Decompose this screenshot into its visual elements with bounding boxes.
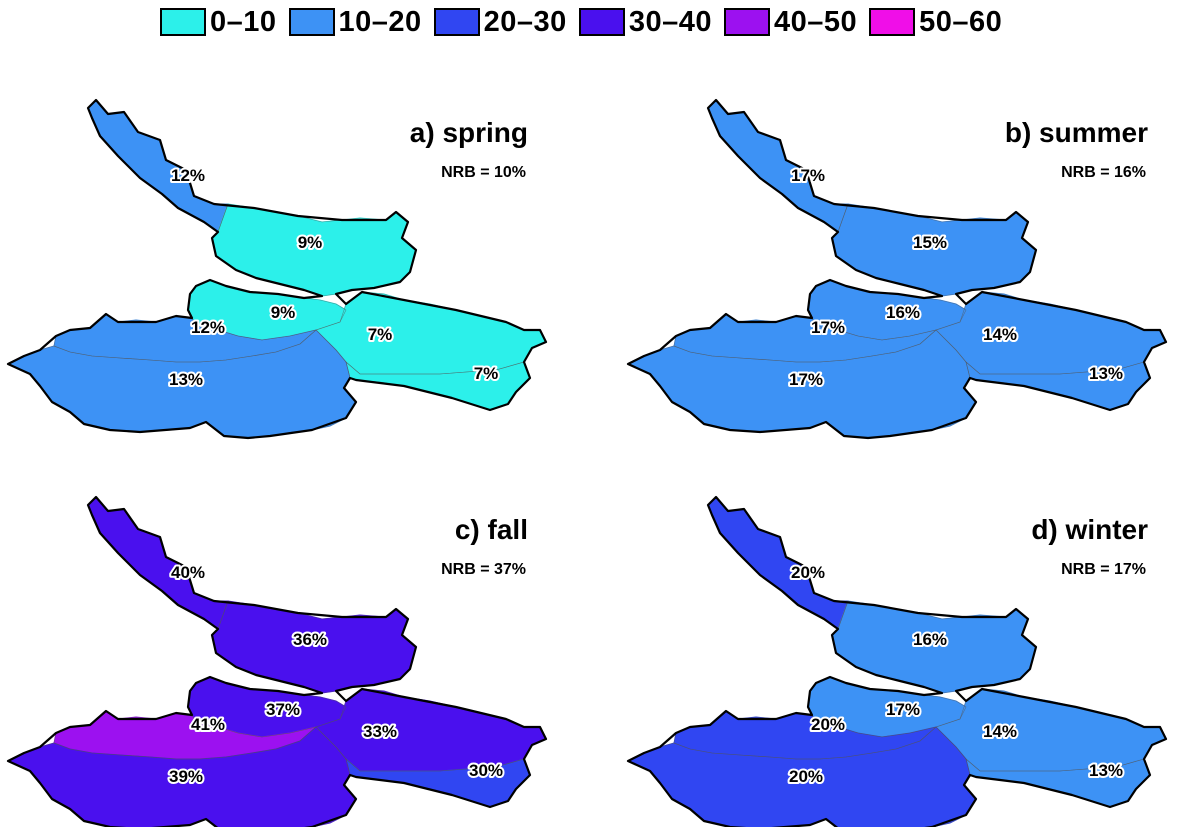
legend-label: 10–20 bbox=[338, 5, 422, 38]
value-label-centerwest: 12% bbox=[191, 318, 225, 337]
legend-swatch-0-10 bbox=[160, 8, 206, 36]
map-panel: 20% 16% 17% 20% 14% 20% 13% d) winter NRB = 17% bbox=[626, 495, 1168, 827]
legend-item: 10–20 bbox=[288, 5, 422, 39]
legend-swatch-30-40 bbox=[578, 8, 625, 36]
value-label-southwest: 17% bbox=[789, 370, 823, 389]
legend-label: 50–60 bbox=[919, 5, 1003, 38]
map-panel: 40% 36% 37% 41% 33% 39% 30% c) fall NRB = 37% bbox=[6, 495, 548, 827]
subbasin-northwest bbox=[707, 99, 849, 233]
value-label-northwest: 17% bbox=[791, 166, 825, 185]
subbasin-northwest bbox=[707, 496, 849, 630]
value-label-southwest: 39% bbox=[169, 767, 203, 786]
value-label-northwest: 40% bbox=[171, 563, 205, 582]
legend-label: 40–50 bbox=[773, 5, 858, 38]
map-panel: 17% 15% 16% 17% 14% 17% 13% b) summer NRB = 16% bbox=[626, 98, 1168, 440]
value-label-southeast: 7% bbox=[474, 364, 499, 383]
value-label-centermid: 9% bbox=[271, 303, 296, 322]
basin-outline bbox=[6, 98, 548, 440]
value-label-east: 7% bbox=[368, 325, 393, 344]
value-label-southwest: 13% bbox=[169, 370, 203, 389]
value-label-northwest: 20% bbox=[791, 563, 825, 582]
legend-item: 0–10 bbox=[160, 6, 277, 39]
value-label-centerwest: 17% bbox=[811, 318, 845, 337]
legend-item: 40–50 bbox=[723, 5, 858, 39]
legend-swatch-40-50 bbox=[723, 8, 770, 36]
panel-title: a) spring bbox=[410, 117, 528, 148]
value-label-centerwest: 20% bbox=[811, 715, 845, 734]
nrb-label: NRB = 37% bbox=[441, 561, 526, 578]
legend-label: 0–10 bbox=[210, 5, 277, 38]
value-label-southwest: 20% bbox=[789, 767, 823, 786]
panel-title: d) winter bbox=[1031, 514, 1148, 545]
legend-swatch-50-60 bbox=[869, 8, 916, 36]
subbasin-northwest bbox=[87, 496, 229, 630]
value-label-northwest: 12% bbox=[171, 166, 205, 185]
legend: 0–10 10–20 20–30 30–40 40–50 50–60 bbox=[160, 2, 1014, 42]
legend-item: 30–40 bbox=[578, 5, 712, 39]
legend-label: 30–40 bbox=[628, 5, 712, 38]
value-label-northmid: 15% bbox=[913, 233, 947, 252]
value-label-centerwest: 41% bbox=[191, 715, 225, 734]
map-panel: 12% 9% 9% 12% 7% 13% 7% a) spring NRB = 10% bbox=[6, 98, 548, 440]
legend-item: 50–60 bbox=[869, 6, 1002, 39]
panel-title: c) fall bbox=[455, 514, 528, 545]
legend-item: 20–30 bbox=[433, 5, 567, 39]
subbasin-northwest bbox=[87, 99, 229, 233]
value-label-northmid: 36% bbox=[293, 630, 327, 649]
value-label-northmid: 16% bbox=[913, 630, 947, 649]
value-label-southeast: 13% bbox=[1089, 761, 1123, 780]
legend-swatch-20-30 bbox=[433, 8, 480, 36]
legend-swatch-10-20 bbox=[288, 8, 335, 36]
value-label-northmid: 9% bbox=[298, 233, 323, 252]
value-label-centermid: 37% bbox=[266, 700, 300, 719]
value-label-southeast: 13% bbox=[1089, 364, 1123, 383]
basin-outline bbox=[6, 495, 548, 827]
value-label-east: 14% bbox=[983, 722, 1017, 741]
nrb-label: NRB = 17% bbox=[1061, 561, 1146, 578]
value-label-east: 33% bbox=[363, 722, 397, 741]
value-label-southeast: 30% bbox=[469, 761, 503, 780]
legend-label: 20–30 bbox=[483, 5, 567, 38]
basin-outline bbox=[626, 495, 1168, 827]
nrb-label: NRB = 16% bbox=[1061, 164, 1146, 181]
basin-outline bbox=[626, 98, 1168, 440]
value-label-centermid: 17% bbox=[886, 700, 920, 719]
value-label-east: 14% bbox=[983, 325, 1017, 344]
value-label-centermid: 16% bbox=[886, 303, 920, 322]
panel-title: b) summer bbox=[1005, 117, 1148, 148]
nrb-label: NRB = 10% bbox=[441, 164, 526, 181]
